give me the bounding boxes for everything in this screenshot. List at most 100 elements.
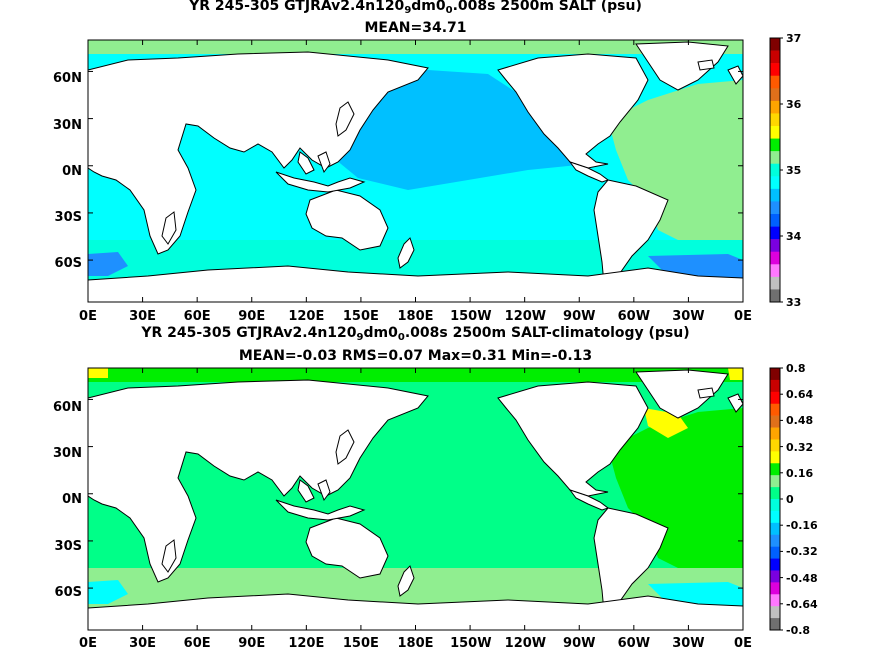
colorbar-segment xyxy=(770,427,780,440)
colorbar-segment xyxy=(770,368,780,381)
colorbar-segment xyxy=(770,176,780,190)
colorbar-label: 34 xyxy=(786,230,802,243)
colorbar-segment xyxy=(770,188,780,202)
atlantic-field xyxy=(608,80,743,250)
x-label: 120E xyxy=(288,309,325,324)
y-label-60s: 60S xyxy=(54,585,82,600)
panel1-subtitle: MEAN=34.71 xyxy=(364,20,467,36)
x-label: 150W xyxy=(450,309,492,324)
colorbar-segment xyxy=(770,379,780,393)
x-label: 180E xyxy=(397,309,434,324)
y-label-30n: 30N xyxy=(53,446,82,461)
arctic-yellow-field xyxy=(728,368,743,380)
colorbar-segment xyxy=(770,113,780,127)
panel2-title: YR 245-305 GTJRAv2.4n1209dm00.008s 2500m… xyxy=(141,325,690,343)
x-label: 60W xyxy=(617,309,651,324)
colorbar-label: 0.48 xyxy=(786,414,814,428)
colorbar-segment xyxy=(770,239,780,253)
colorbar-segment xyxy=(770,391,780,405)
x-label: 120E xyxy=(288,636,325,651)
colorbar-label: 0.32 xyxy=(786,440,814,454)
panel2-subtitle: MEAN=-0.03 RMS=0.07 Max=0.31 Min=-0.13 xyxy=(238,348,593,364)
x-label: 90W xyxy=(563,636,596,651)
colorbar-segment xyxy=(770,226,780,240)
y-label-0n: 0N xyxy=(62,164,82,179)
x-label: 120W xyxy=(504,309,547,324)
colorbar-segment xyxy=(770,463,780,476)
colorbar-segment xyxy=(770,606,780,619)
colorbar-segment xyxy=(770,126,780,139)
x-label: 150W xyxy=(450,636,492,651)
map-panel-2 xyxy=(88,368,743,630)
x-label: 0E xyxy=(79,309,97,324)
x-label: 180E xyxy=(397,636,434,651)
x-label: 30E xyxy=(129,309,157,324)
x-label: 150E xyxy=(342,636,379,651)
x-label: 30W xyxy=(672,309,705,324)
colorbar-segment xyxy=(770,264,780,278)
colorbar-segment xyxy=(770,522,780,536)
colorbar-segment xyxy=(770,289,780,303)
colorbar-label: 0.16 xyxy=(786,466,814,480)
colorbar-segment xyxy=(770,163,780,177)
colorbar-label: 0.8 xyxy=(786,362,806,375)
y-label-0n: 0N xyxy=(62,492,82,507)
y-label-30s: 30S xyxy=(54,539,82,554)
colorbar-segment xyxy=(770,75,780,89)
colorbar-label: -0.64 xyxy=(786,597,818,611)
colorbar-segment xyxy=(770,618,780,631)
colorbar-label: 36 xyxy=(786,98,802,111)
atlantic-field xyxy=(608,408,743,578)
colorbar-label: -0.48 xyxy=(786,571,818,585)
x-label: 0E xyxy=(734,636,752,651)
x-label: 90W xyxy=(563,309,596,324)
colorbar-segment xyxy=(770,63,780,77)
colorbar-label: 0.64 xyxy=(786,388,814,402)
x-label: 150E xyxy=(342,309,379,324)
arctic-yellow-field xyxy=(88,368,108,378)
colorbar-segment xyxy=(770,88,780,102)
x-label: 30W xyxy=(672,636,705,651)
colorbar-segment xyxy=(770,201,780,215)
panel1-title: YR 245-305 GTJRAv2.4n1209dm00.008s 2500m… xyxy=(189,0,642,16)
colorbar-segment xyxy=(770,534,780,547)
colorbar-segment xyxy=(770,594,780,607)
x-label: 90E xyxy=(238,309,266,324)
colorbar-label: -0.16 xyxy=(786,519,818,533)
colorbar-segment xyxy=(770,439,780,452)
colorbar-label: 0 xyxy=(786,493,794,506)
colorbar-segment xyxy=(770,50,780,64)
colorbar-label: 33 xyxy=(786,296,802,309)
colorbar-label: -0.32 xyxy=(786,545,818,559)
x-label: 120W xyxy=(504,636,547,651)
colorbar-segment xyxy=(770,214,780,227)
colorbar-segment xyxy=(770,546,780,559)
y-label-30n: 30N xyxy=(53,118,82,133)
colorbar-segment xyxy=(770,451,780,464)
x-label: 0E xyxy=(734,309,752,324)
colorbar-label: -0.8 xyxy=(786,624,811,637)
map-panel-1 xyxy=(88,40,743,302)
colorbar-segment xyxy=(770,487,780,500)
southern-blob-field xyxy=(88,580,128,604)
colorbar-segment xyxy=(770,499,780,512)
colorbar-label: 35 xyxy=(786,164,802,177)
southern-blob-field xyxy=(88,252,128,276)
y-label-60s: 60S xyxy=(54,256,82,271)
x-label: 60E xyxy=(183,309,211,324)
y-label-60n: 60N xyxy=(53,71,82,86)
colorbar-segment xyxy=(770,151,780,165)
x-label: 0E xyxy=(79,636,97,651)
colorbar-label: 37 xyxy=(786,32,802,45)
colorbar-segment xyxy=(770,276,780,290)
colorbar-segment xyxy=(770,558,780,571)
colorbar-segment xyxy=(770,251,780,265)
colorbar-segment xyxy=(770,570,780,583)
colorbar-segment xyxy=(770,415,780,428)
colorbar-segment xyxy=(770,38,780,51)
x-label: 60E xyxy=(183,636,211,651)
colorbar-segment xyxy=(770,510,780,524)
colorbar-segment xyxy=(770,582,780,595)
y-label-30s: 30S xyxy=(54,210,82,225)
